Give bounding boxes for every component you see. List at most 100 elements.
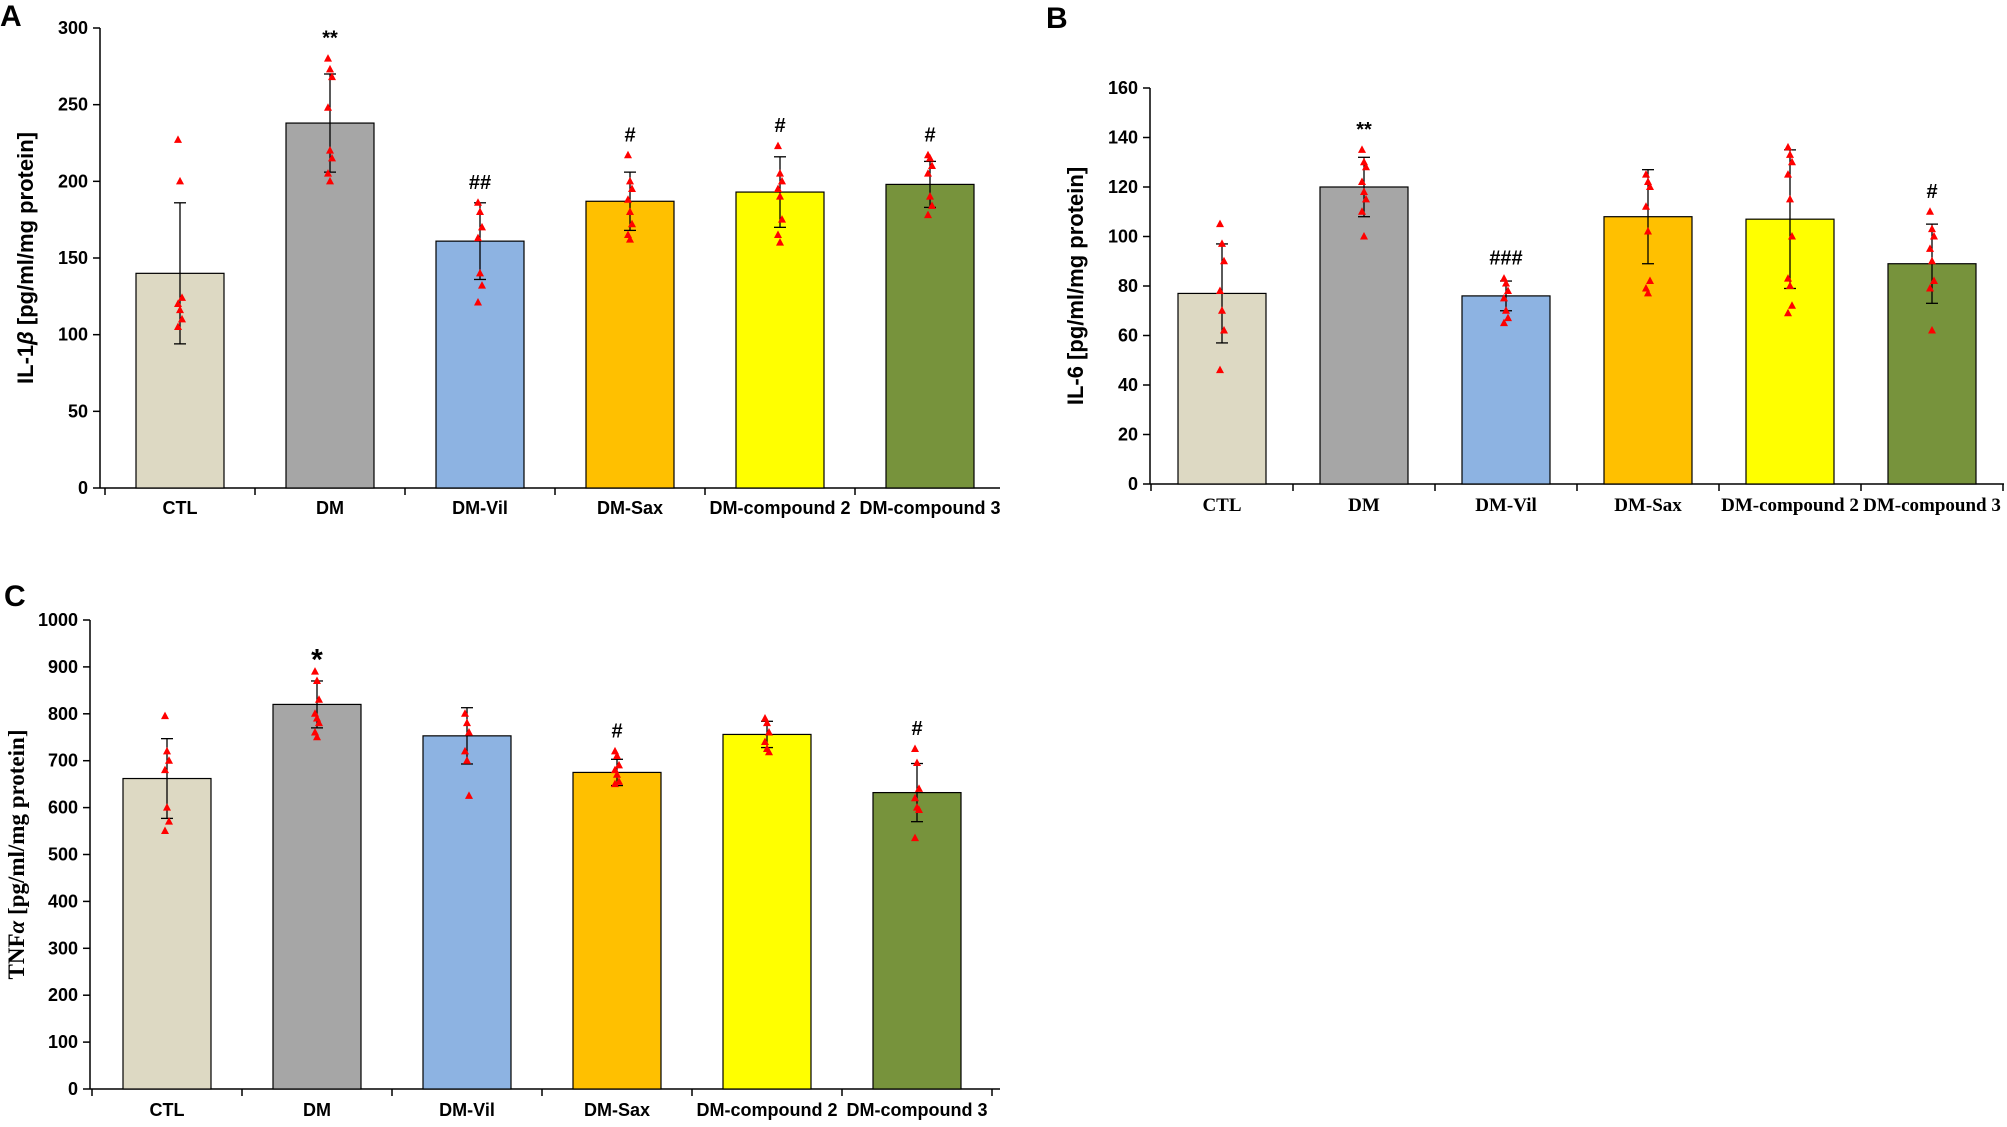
- y-tick-label: 40: [1118, 375, 1138, 395]
- data-point: [315, 695, 323, 703]
- data-point: [1786, 281, 1794, 289]
- data-point: [476, 207, 484, 215]
- category-label: CTL: [163, 498, 198, 518]
- panel-a-il1b-chart: A 0 50 100 150 200 250 300 IL-1β [pg/ml/mg prote…: [0, 0, 1001, 518]
- significance-label: #: [1926, 181, 1937, 203]
- data-point: [478, 222, 486, 231]
- bar: [435, 240, 525, 489]
- data-point: [1502, 306, 1510, 314]
- y-tick-label: 50: [68, 401, 88, 421]
- bar: [885, 183, 975, 489]
- data-point: [174, 135, 182, 143]
- y-tick-label: 0: [1128, 474, 1138, 494]
- data-point: [1642, 202, 1650, 210]
- data-point: [313, 676, 321, 684]
- data-point: [1646, 182, 1654, 190]
- category-label: CTL: [1202, 495, 1241, 516]
- y-tick-label: 500: [48, 845, 78, 865]
- y-tick-label: 100: [58, 325, 88, 345]
- data-point: [765, 728, 773, 736]
- category-label: DM: [316, 498, 344, 518]
- data-point: [613, 751, 621, 760]
- significance-label: #: [924, 124, 935, 146]
- data-point: [1362, 162, 1370, 171]
- category-label: CTL: [150, 1100, 185, 1120]
- data-point: [628, 184, 636, 192]
- y-tick-label: 20: [1118, 425, 1138, 445]
- bar: [872, 791, 962, 1090]
- data-point: [1644, 227, 1652, 235]
- data-point: [776, 169, 784, 177]
- data-point: [1358, 207, 1366, 215]
- category-label: DM-Vil: [1475, 495, 1537, 516]
- bar: [572, 771, 662, 1090]
- data-point: [476, 268, 484, 277]
- data-point: [924, 210, 932, 219]
- data-point: [478, 281, 486, 289]
- y-tick-label: 150: [58, 248, 88, 268]
- data-point: [163, 803, 171, 811]
- y-tick-label: 800: [48, 704, 78, 724]
- data-point: [1788, 157, 1796, 166]
- category-label: DM-Sax: [1614, 495, 1682, 516]
- data-point: [778, 215, 786, 223]
- y-tick-label: 0: [78, 478, 88, 498]
- panel-c-tnfa-chart: C 0 100 200 300 400 500 600 700 800 900 1000 TNFα [p…: [4, 580, 1000, 1120]
- y-tick-label: 700: [48, 751, 78, 771]
- data-point: [611, 779, 619, 788]
- data-point: [774, 184, 782, 192]
- significance-label: ###: [1489, 248, 1522, 270]
- data-point: [324, 169, 332, 177]
- data-point: [774, 141, 782, 150]
- category-label: DM-Sax: [597, 498, 663, 518]
- data-point: [311, 667, 319, 675]
- data-point: [1926, 244, 1934, 252]
- significance-label: #: [911, 718, 922, 740]
- category-label: DM-compound 3: [860, 498, 1001, 518]
- data-point: [911, 833, 919, 842]
- bar: [1603, 216, 1693, 485]
- data-point: [926, 192, 934, 200]
- y-tick-label: 120: [1108, 177, 1138, 197]
- data-point: [1786, 194, 1794, 203]
- data-point: [1358, 145, 1366, 153]
- data-point: [624, 195, 632, 203]
- panel-letter: C: [4, 580, 26, 613]
- y-tick-label: 200: [48, 985, 78, 1005]
- y-tick-label: 400: [48, 891, 78, 911]
- data-point: [1500, 293, 1508, 302]
- panel-letter: A: [0, 0, 22, 33]
- data-point: [613, 770, 621, 778]
- category-label: DM-Sax: [584, 1100, 650, 1120]
- y-tick-label: 160: [1108, 78, 1138, 98]
- data-point: [326, 146, 334, 154]
- data-point: [1360, 187, 1368, 195]
- data-point: [926, 153, 934, 162]
- category-label: DM-compound 2: [710, 498, 851, 518]
- bar: [422, 735, 512, 1090]
- data-point: [1220, 326, 1228, 334]
- bar: [272, 703, 362, 1090]
- data-point: [161, 711, 169, 720]
- significance-label: #: [611, 720, 622, 742]
- y-tick-label: 900: [48, 657, 78, 677]
- data-point: [1786, 150, 1794, 158]
- panel-letter: B: [1046, 2, 1068, 35]
- data-point: [324, 103, 332, 111]
- bar: [1461, 295, 1551, 485]
- y-tick-label: 0: [68, 1079, 78, 1099]
- data-point: [1504, 286, 1512, 294]
- data-point: [774, 230, 782, 238]
- data-point: [465, 791, 473, 799]
- data-point: [474, 233, 482, 242]
- category-label: DM: [1348, 495, 1380, 516]
- significance-label: ##: [469, 172, 491, 194]
- data-point: [915, 784, 923, 792]
- bar: [585, 200, 675, 489]
- data-point: [461, 709, 469, 717]
- data-point: [1788, 232, 1796, 240]
- category-label: DM: [303, 1100, 331, 1120]
- y-tick-label: 200: [58, 171, 88, 191]
- data-point: [1360, 232, 1368, 240]
- data-point: [461, 746, 469, 755]
